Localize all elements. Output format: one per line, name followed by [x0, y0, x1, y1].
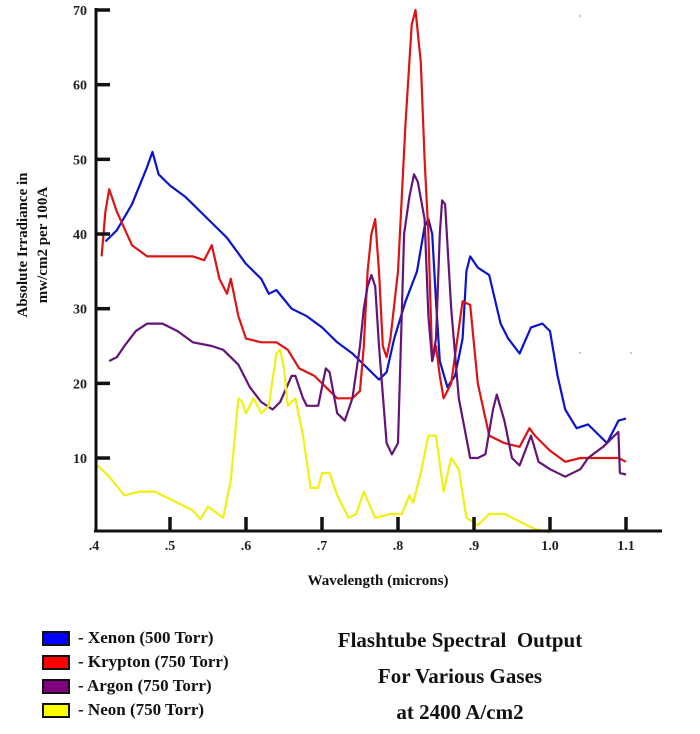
y-tick-label: 60 [73, 79, 87, 94]
y-tick-label: 20 [73, 377, 87, 392]
axes: 10 20 30 40 50 60 70 .4 .5 .6 .7 .8 .9 1.0 1.1 [73, 4, 662, 554]
chart-title-line3: at 2400 A/cm2 [396, 700, 524, 724]
x-tick-label: 1.0 [541, 539, 559, 554]
series-xenon-line [104, 150, 627, 445]
series-neon-line [97, 348, 551, 534]
chart-title-line1: Flashtube Spectral Output [337, 628, 583, 652]
legend-item-krypton: - Krypton (750 Torr) [42, 650, 229, 674]
legend-label-xenon: - Xenon (500 Torr) [78, 628, 214, 647]
y-axis-title: Absolute Irradiance in mw/cm2 per 100A [15, 172, 51, 318]
x-tick-label: 1.1 [617, 539, 635, 554]
x-ticks: .4 .5 .6 .7 .8 .9 1.0 1.1 [89, 517, 635, 554]
y-tick-label: 40 [73, 228, 87, 243]
y-axis-title-line1: Absolute Irradiance in [15, 172, 31, 318]
series-lines [97, 8, 627, 534]
chart-title: Flashtube Spectral Output For Various Ga… [290, 622, 630, 730]
y-tick-label: 70 [73, 4, 87, 19]
y-ticks: 10 20 30 40 50 60 70 [73, 4, 110, 467]
chart-title-line2: For Various Gases [377, 664, 543, 688]
x-tick-label: .5 [165, 539, 176, 554]
x-tick-label: .8 [393, 539, 404, 554]
x-tick-label: .6 [241, 539, 252, 554]
legend-item-neon: - Neon (750 Torr) [42, 698, 229, 722]
series-argon-line [108, 173, 627, 478]
x-tick-label: .9 [469, 539, 480, 554]
stray-dot [579, 15, 581, 17]
stray-dot [579, 352, 581, 354]
legend-item-xenon: - Xenon (500 Torr) [42, 626, 229, 650]
y-tick-label: 50 [73, 153, 87, 168]
legend-label-krypton: - Krypton (750 Torr) [78, 652, 229, 671]
legend-swatch-xenon [42, 630, 70, 646]
legend-item-argon: - Argon (750 Torr) [42, 674, 229, 698]
x-axis-title: Wavelength (microns) [308, 573, 449, 589]
legend: - Xenon (500 Torr) - Krypton (750 Torr) … [42, 626, 229, 722]
legend-swatch-neon [42, 702, 70, 718]
y-axis-title-line2: mw/cm2 per 100A [35, 187, 51, 304]
spectral-chart: 10 20 30 40 50 60 70 .4 .5 .6 .7 .8 .9 1.0 1.1 Wavele… [15, 4, 662, 589]
x-tick-label: .7 [317, 539, 328, 554]
stray-dot [630, 352, 632, 354]
x-tick-label: .4 [89, 539, 100, 554]
legend-swatch-argon [42, 678, 70, 694]
y-tick-label: 30 [73, 303, 87, 318]
legend-swatch-krypton [42, 654, 70, 670]
series-krypton-line [100, 8, 627, 463]
legend-label-argon: - Argon (750 Torr) [78, 676, 212, 695]
y-tick-label: 10 [73, 452, 87, 467]
legend-label-neon: - Neon (750 Torr) [78, 700, 205, 719]
